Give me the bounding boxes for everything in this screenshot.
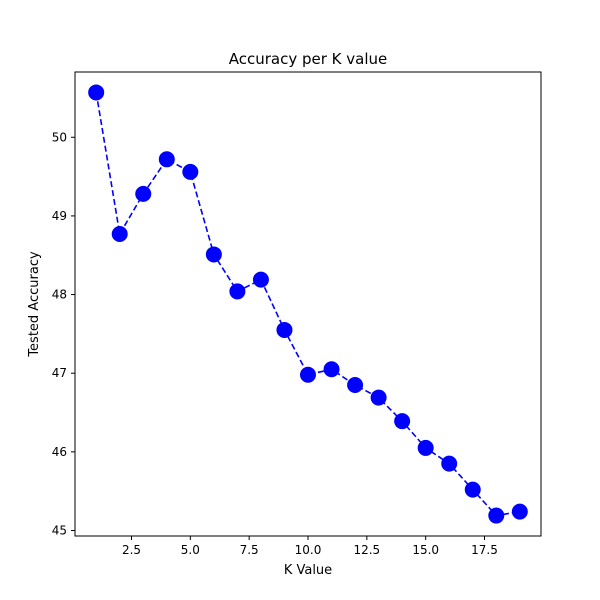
data-point xyxy=(323,361,340,378)
data-point xyxy=(300,366,316,383)
x-tick-label: 7.5 xyxy=(240,543,259,557)
data-point xyxy=(182,163,199,180)
data-point xyxy=(464,481,481,498)
series-layer xyxy=(88,84,528,524)
x-axis-ticks: 2.5 5.0 7.5 10.0 12.5 15.0 17.5 xyxy=(122,536,498,557)
x-tick-label: 12.5 xyxy=(353,543,380,557)
data-point xyxy=(511,503,528,520)
data-point xyxy=(394,413,411,430)
data-point xyxy=(441,455,458,472)
plot-area-frame xyxy=(74,71,542,537)
y-axis-ticks: 45 46 47 48 49 50 xyxy=(52,130,75,537)
data-point xyxy=(347,377,364,393)
y-tick-label: 46 xyxy=(52,445,67,459)
data-point xyxy=(417,439,434,456)
y-axis-title: Tested Accuracy xyxy=(27,251,42,358)
x-tick-label: 10.0 xyxy=(295,543,322,557)
x-tick-label: 2.5 xyxy=(122,543,141,557)
data-point xyxy=(205,246,222,263)
x-tick-label: 17.5 xyxy=(471,543,498,557)
data-point xyxy=(488,507,505,524)
data-point xyxy=(88,84,105,101)
y-tick-label: 49 xyxy=(52,209,67,223)
x-tick-label: 15.0 xyxy=(412,543,439,557)
data-point xyxy=(370,389,387,406)
y-tick-label: 50 xyxy=(52,130,67,144)
y-tick-label: 47 xyxy=(52,366,67,380)
data-point xyxy=(158,151,175,168)
chart-title: Accuracy per K value xyxy=(229,50,388,68)
data-point xyxy=(252,271,269,288)
y-tick-label: 48 xyxy=(52,288,67,302)
x-axis-title: K Value xyxy=(284,563,332,578)
data-point xyxy=(229,283,246,300)
y-tick-label: 45 xyxy=(52,523,67,537)
data-point xyxy=(135,185,152,202)
x-tick-label: 5.0 xyxy=(181,543,200,557)
data-point xyxy=(111,226,128,243)
data-point xyxy=(276,321,293,338)
